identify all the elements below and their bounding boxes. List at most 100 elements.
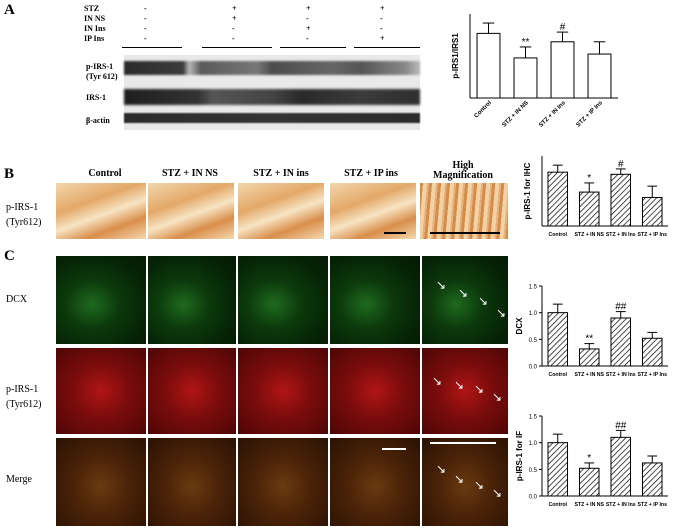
x-tick-label: STZ + IP Ins — [638, 232, 668, 238]
chart-c-dcx: 0.0 0.5 1.0 1.5 DCX Control ** STZ + IN NS ## STZ… — [515, 285, 668, 378]
arrow-icon: ↘ — [478, 294, 489, 308]
sign: - — [380, 24, 383, 33]
x-tick-label: STZ + IN NS — [574, 232, 604, 238]
if-image-pirs-high-magnification: ↘ ↘ ↘ ↘ — [422, 348, 508, 434]
y-axis-label: p-IRS1/IRS1 — [451, 33, 460, 79]
ihc-image-stz-in-ins — [238, 183, 324, 239]
significance-label: * — [587, 173, 591, 184]
bar — [578, 191, 600, 227]
blot-label-pirs-site: (Tyr 612) — [86, 72, 118, 81]
row-label-pirs-line1: p-IRS-1 — [6, 384, 39, 395]
if-image-pirs-stz-in-ns — [148, 348, 236, 434]
row-label-dcx-line1: DCX — [6, 294, 28, 305]
arrow-icon: ↘ — [496, 306, 507, 320]
significance-label: ** — [522, 37, 530, 48]
if-image-merge-stz-in-ns — [148, 438, 236, 526]
group-divider — [354, 47, 420, 48]
panel-letter-c: C — [4, 248, 15, 264]
x-tick-label: STZ + IN NS — [502, 100, 530, 128]
col-title-control: Control — [88, 168, 122, 179]
if-image-pirs-stz-in-ins — [238, 348, 328, 434]
sign: - — [144, 4, 147, 13]
bar — [476, 32, 501, 99]
y-tick-label: 0.0 — [529, 365, 538, 371]
y-tick-label: 0.5 — [529, 468, 538, 474]
col-title-stz-in-ins: STZ + IN ins — [253, 168, 309, 179]
sign: - — [232, 34, 235, 43]
treatment-name-ip-ins: IP Ins — [84, 34, 105, 43]
ihc-image-high-magnification — [420, 183, 508, 239]
significance-label: # — [618, 159, 624, 170]
bar — [587, 53, 612, 99]
sign: + — [306, 4, 311, 13]
x-tick-label: Control — [549, 502, 568, 508]
sign: - — [306, 14, 309, 23]
group-divider — [122, 47, 182, 48]
chart-a: p-IRS1/IRS1 Control ** STZ + IN NS # STZ + IN… — [451, 14, 618, 129]
arrow-icon: ↘ — [492, 390, 503, 404]
significance-label: # — [560, 22, 566, 33]
x-tick-label: STZ + IP Ins — [576, 100, 605, 129]
bar — [547, 442, 569, 497]
arrow-icon: ↘ — [436, 278, 447, 292]
group-divider — [202, 47, 272, 48]
treatment-name-stz: STZ — [84, 4, 100, 13]
if-image-merge-stz-ip-ins — [330, 438, 420, 526]
y-tick-label: 1.0 — [529, 311, 538, 317]
sign: + — [380, 4, 385, 13]
ihc-image-stz-ip-ins — [330, 183, 416, 239]
scale-bar — [384, 232, 406, 234]
blot-label-pirs: p-IRS-1 — [86, 62, 114, 71]
arrow-icon: ↘ — [454, 378, 465, 392]
bar — [610, 173, 632, 227]
if-image-dcx-high-magnification: ↘ ↘ ↘ ↘ — [422, 256, 508, 344]
arrow-icon: ↘ — [492, 486, 503, 500]
blot-band-actin — [124, 113, 420, 123]
sign: - — [232, 24, 235, 33]
bar — [610, 436, 632, 497]
blot-band-irs — [124, 89, 420, 105]
significance-label: ## — [615, 420, 627, 431]
x-tick-label: STZ + IN Ins — [538, 100, 567, 129]
bar — [578, 467, 600, 497]
blot-label-irs: IRS-1 — [86, 93, 107, 102]
arrow-icon: ↘ — [436, 462, 447, 476]
bar — [547, 171, 569, 227]
if-image-pirs-stz-ip-ins — [330, 348, 420, 434]
y-tick-label: 1.5 — [529, 285, 538, 291]
sign: - — [380, 14, 383, 23]
bar — [578, 348, 600, 367]
arrow-icon: ↘ — [474, 382, 485, 396]
bar — [641, 337, 663, 367]
scale-bar — [430, 442, 496, 444]
treatment-table: STZ IN NS IN Ins IP Ins - + + + - + - - … — [84, 4, 424, 52]
y-tick-label: 0.5 — [529, 338, 538, 344]
col-title-stz-ip-ins: STZ + IP ins — [344, 168, 398, 179]
chart-b: p-IRS-1 for IHC Control * STZ + IN NS # STZ +… — [523, 156, 668, 238]
arrow-icon: ↘ — [474, 478, 485, 492]
scale-bar — [430, 232, 500, 234]
x-tick-label: STZ + IN Ins — [606, 372, 636, 378]
sign: + — [232, 4, 237, 13]
row-label-b-line1: p-IRS-1 — [6, 202, 39, 213]
x-tick-label: STZ + IN NS — [574, 372, 604, 378]
col-title-stz-in-ns: STZ + IN NS — [162, 168, 218, 179]
bar — [610, 317, 632, 367]
if-image-merge-high-magnification: ↘ ↘ ↘ ↘ — [422, 438, 508, 526]
bar — [547, 312, 569, 367]
ihc-image-stz-in-ns — [148, 183, 234, 239]
y-tick-label: 0.0 — [529, 495, 538, 501]
row-label-pirs: p-IRS-1 (Tyr612) — [6, 382, 41, 412]
panel-letter-a: A — [4, 2, 15, 18]
row-label-merge: Merge — [6, 472, 32, 487]
x-tick-label: Control — [549, 232, 568, 238]
arrow-icon: ↘ — [458, 286, 469, 300]
y-tick-label: 1.0 — [529, 441, 538, 447]
x-tick-label: STZ + IN NS — [574, 502, 604, 508]
scale-bar — [382, 448, 406, 450]
y-axis-label: p-IRS-1 for IHC — [523, 162, 532, 219]
if-image-merge-control — [56, 438, 146, 526]
if-image-dcx-stz-ip-ins — [330, 256, 420, 344]
bar — [550, 41, 575, 99]
if-image-dcx-control — [56, 256, 146, 344]
